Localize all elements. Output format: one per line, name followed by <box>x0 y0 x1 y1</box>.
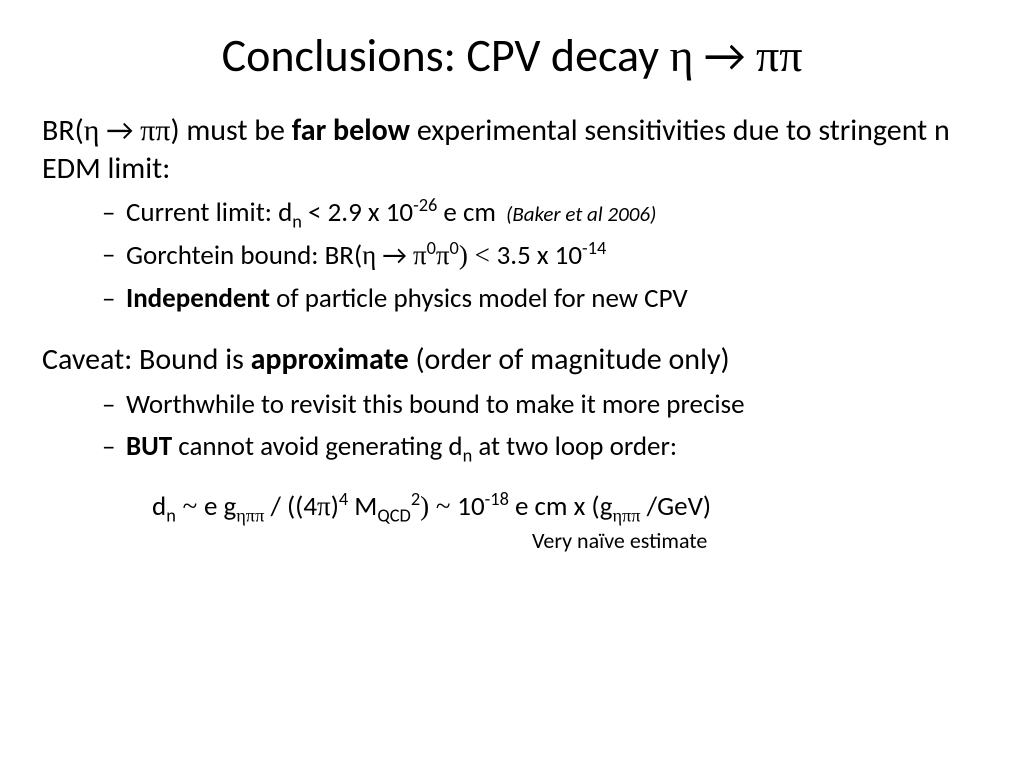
formula: dn ~ e gηππ / ((4π)4 MQCD2) ~ 10-18 e cm… <box>152 490 982 523</box>
list-item: BUT cannot avoid generating dn at two lo… <box>102 429 982 465</box>
list-item: Gorchtein bound: BR(η → π0π0) < 3.5 x 10… <box>102 237 982 274</box>
paragraph-2: Caveat: Bound is approximate (order of m… <box>42 341 982 379</box>
paragraph-1: BR(η → ππ) must be far below experimenta… <box>42 112 982 187</box>
list-1: Current limit: dn < 2.9 x 10-26 e cm(Bak… <box>102 195 982 317</box>
footnote: Very naïve estimate <box>532 527 982 554</box>
list-item: Current limit: dn < 2.9 x 10-26 e cm(Bak… <box>102 195 982 231</box>
list-item: Independent of particle physics model fo… <box>102 281 982 317</box>
list-2: Worthwhile to revisit this bound to make… <box>102 387 982 466</box>
slide-title: Conclusions: CPV decay η → ππ <box>42 28 982 84</box>
reference: (Baker et al 2006) <box>506 201 656 227</box>
list-item: Worthwhile to revisit this bound to make… <box>102 387 982 423</box>
